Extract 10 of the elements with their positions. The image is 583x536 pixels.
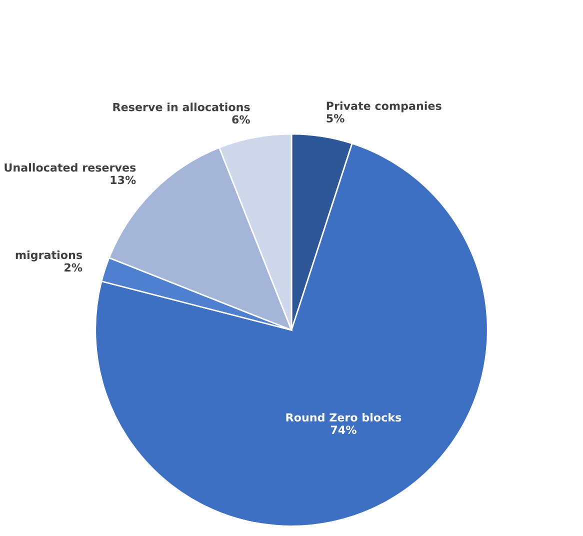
slice-label: Unallocated reserves — [4, 163, 136, 172]
data-label: 2% — [64, 263, 82, 272]
slice-label: Round Zero blocks — [286, 412, 402, 422]
slice-label: Private companies — [326, 101, 442, 112]
slice-label: migrations — [16, 250, 82, 262]
data-label: 74% — [330, 426, 356, 434]
data-label: 13% — [110, 176, 136, 184]
data-label: 6% — [232, 115, 250, 124]
data-label: 5% — [326, 114, 344, 122]
slice-label: Reserve in allocations — [113, 102, 250, 112]
